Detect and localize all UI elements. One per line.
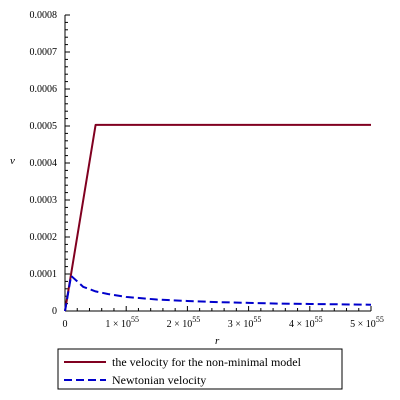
y-axis-label: v xyxy=(10,155,15,167)
y-tick-label: 0.0006 xyxy=(30,84,58,95)
y-axis: 0 0.0001 0.0002 0.0003 0.0004 0.0005 0.0006 0.0… xyxy=(30,10,70,317)
legend: the velocity for the non-minimal model N… xyxy=(57,348,343,390)
y-tick-label: 0.0002 xyxy=(30,232,58,243)
y-tick-label: 0.0001 xyxy=(30,269,58,280)
x-origin-label: 0 xyxy=(63,319,68,330)
y-tick-label: 0.0008 xyxy=(30,10,58,21)
series-line-0 xyxy=(64,123,371,312)
y-tick-label: 0.0003 xyxy=(30,195,58,206)
series-lines xyxy=(64,123,372,312)
x-tick-label: 4 × 1055 xyxy=(289,315,323,330)
x-axis: 0 1 × 1055 2 × 1055 3 × 1055 4 × 1055 5 × 105… xyxy=(63,306,384,330)
legend-label-newtonian: Newtonian velocity xyxy=(112,373,206,387)
x-tick-label: 3 × 1055 xyxy=(228,315,262,330)
y-tick-label: 0.0004 xyxy=(30,158,58,169)
legend-box xyxy=(57,348,343,390)
x-tick-label: 5 × 1055 xyxy=(350,315,384,330)
y-tick-label: 0 xyxy=(52,306,57,317)
x-axis-label: r xyxy=(215,335,220,347)
y-tick-label: 0.0005 xyxy=(30,121,58,132)
legend-label-non-minimal: the velocity for the non-minimal model xyxy=(112,355,302,369)
x-tick-label: 2 × 1055 xyxy=(167,315,201,330)
x-tick-label: 1 × 1055 xyxy=(105,315,139,330)
series-line-1 xyxy=(64,274,372,312)
y-tick-label: 0.0007 xyxy=(30,47,58,58)
